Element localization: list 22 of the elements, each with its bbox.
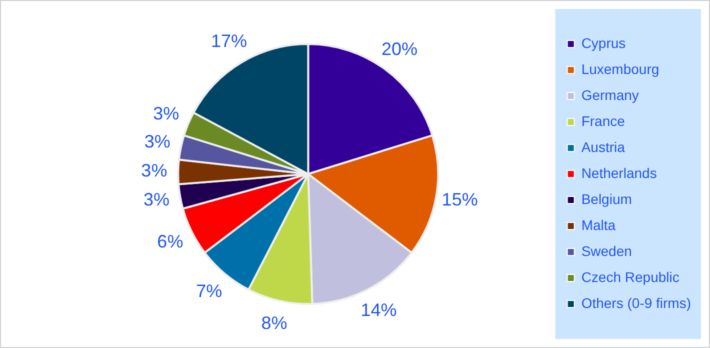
legend-label: Sweden — [581, 242, 632, 259]
legend-label: Malta — [581, 216, 616, 233]
data-label: 6% — [157, 231, 184, 252]
data-label: 20% — [381, 38, 418, 59]
legend-label: Luxembourg — [581, 60, 660, 77]
legend-label: France — [581, 112, 626, 129]
data-label: 17% — [211, 30, 248, 51]
data-label: 3% — [153, 103, 180, 124]
data-label: 8% — [261, 313, 288, 334]
legend-label: Netherlands — [581, 164, 657, 181]
legend-label: Cyprus — [581, 34, 626, 51]
data-label: 15% — [442, 190, 478, 210]
legend-label: Austria — [581, 138, 626, 155]
data-label: 7% — [196, 280, 222, 301]
legend-label: Belgium — [581, 190, 632, 207]
data-label: 3% — [141, 160, 168, 181]
legend-label: Czech Republic — [581, 268, 680, 285]
legend-label: Germany — [581, 86, 639, 103]
legend-label: Others (0-9 firms) — [581, 294, 692, 311]
data-label: 14% — [360, 300, 397, 320]
data-label: 3% — [143, 190, 170, 210]
data-label: 3% — [144, 131, 170, 152]
